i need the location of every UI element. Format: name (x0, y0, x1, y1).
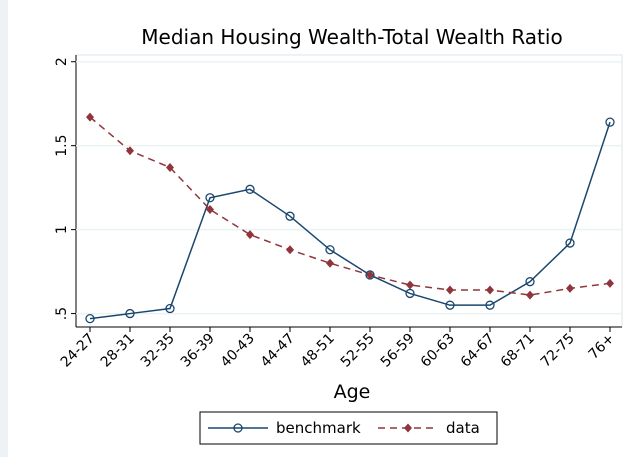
legend-label: data (446, 419, 480, 437)
point (206, 204, 214, 214)
point (246, 230, 254, 240)
point (125, 308, 135, 319)
point (446, 285, 454, 295)
point (606, 278, 614, 288)
point (366, 270, 374, 280)
series-line (89, 121, 611, 320)
y-tick-label: 2 (54, 57, 70, 66)
point (286, 245, 294, 255)
point (526, 290, 534, 300)
point (565, 238, 575, 248)
series-line (89, 116, 611, 296)
y-tick-label: 1 (54, 225, 70, 234)
point (205, 193, 215, 203)
point (605, 117, 615, 127)
plot-area (75, 54, 623, 328)
point (486, 285, 494, 295)
point (566, 283, 574, 293)
y-tick-label: .5 (54, 307, 70, 320)
y-tick-label: 1.5 (54, 135, 70, 157)
point (166, 162, 174, 172)
point (245, 184, 255, 194)
point (85, 313, 95, 324)
point (525, 277, 535, 287)
point (445, 300, 455, 310)
point (86, 112, 94, 122)
x-axis-label: Age (334, 381, 371, 403)
frame-edge (0, 0, 8, 457)
point (325, 245, 335, 255)
point (233, 423, 243, 433)
point (485, 300, 495, 310)
point (326, 258, 334, 268)
legend-label: benchmark (276, 419, 361, 437)
point (126, 146, 134, 156)
point (285, 211, 295, 221)
point (165, 303, 175, 314)
point (404, 423, 412, 433)
chart-title: Median Housing Wealth-Total Wealth Ratio (141, 25, 562, 49)
point (406, 280, 414, 290)
